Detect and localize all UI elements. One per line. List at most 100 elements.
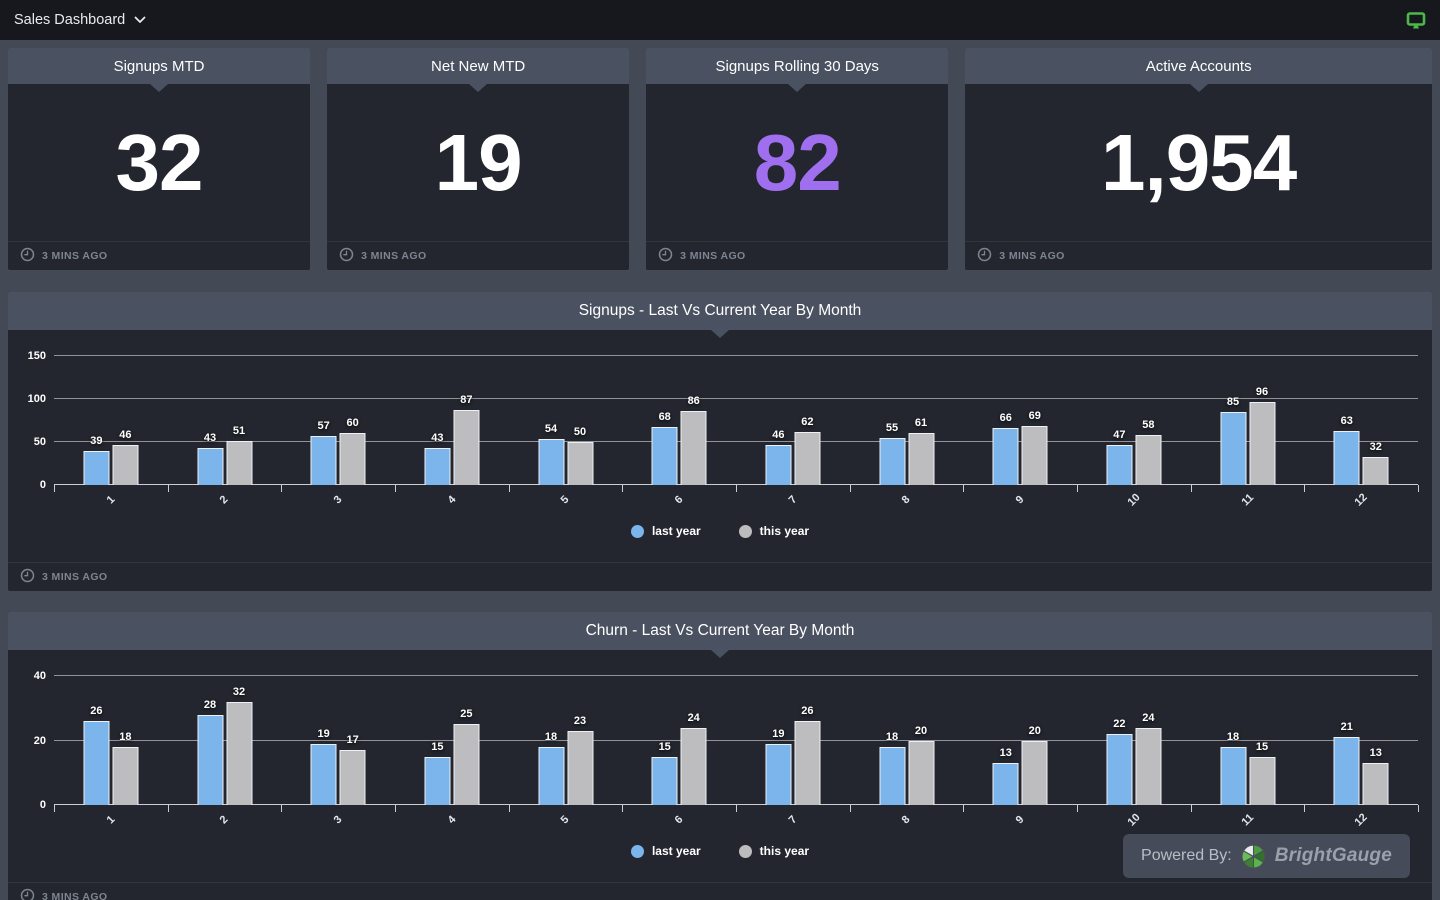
bar-this-year[interactable]: 87: [453, 394, 480, 485]
x-axis-label-cell: 8: [850, 485, 964, 517]
kpi-card-body: 1,954: [965, 84, 1432, 241]
bar-last-year[interactable]: 13: [992, 747, 1019, 805]
bar-value-label: 63: [1340, 414, 1353, 427]
bar-this-year[interactable]: 26: [794, 705, 821, 805]
bar-last-year[interactable]: 15: [424, 741, 451, 805]
bar-this-year[interactable]: 69: [1021, 410, 1048, 485]
bar-value-label: 17: [346, 734, 359, 747]
bar-this-year[interactable]: 23: [567, 715, 594, 805]
y-axis-label: 50: [33, 436, 46, 448]
gridline: [54, 675, 1418, 676]
bar-this-year[interactable]: 96: [1249, 386, 1276, 485]
x-axis-label-cell: 6: [622, 805, 736, 837]
x-axis-tick: [1304, 805, 1306, 812]
bar-group: 39 46: [54, 330, 168, 485]
bar-this-year[interactable]: 25: [453, 708, 480, 805]
bar-last-year[interactable]: 22: [1106, 718, 1133, 805]
bar-this-year[interactable]: 24: [680, 712, 707, 805]
bar-pair: 26 18: [83, 705, 139, 805]
x-axis-tick: [508, 805, 510, 812]
x-axis-label-cell: 11: [1191, 485, 1305, 517]
x-axis-tick: [1418, 485, 1419, 492]
legend-item-this-year[interactable]: this year: [738, 844, 809, 858]
bar-last-year[interactable]: 18: [1220, 731, 1247, 805]
bar-this-year[interactable]: 50: [567, 426, 594, 485]
bar-last-year[interactable]: 39: [83, 435, 110, 485]
bar-this-year[interactable]: 13: [1362, 747, 1389, 805]
bar-last-year[interactable]: 63: [1333, 415, 1360, 485]
x-axis-label-cell: 4: [395, 805, 509, 837]
bar-this-year[interactable]: 15: [1249, 741, 1276, 805]
kpi-card-title: Net New MTD: [327, 48, 630, 92]
legend-item-last-year[interactable]: last year: [630, 524, 701, 538]
bar-this-year[interactable]: 17: [339, 734, 366, 805]
bar-value-label: 18: [544, 730, 558, 743]
bar-last-year[interactable]: 47: [1106, 429, 1133, 485]
bar-this-year[interactable]: 61: [908, 417, 935, 485]
bar-last-year[interactable]: 54: [538, 423, 565, 485]
bar-this-year[interactable]: 32: [226, 686, 252, 805]
dashboard-title: Sales Dashboard: [14, 12, 126, 28]
x-axis-label-cell: 3: [281, 805, 395, 837]
y-axis-label: 0: [39, 799, 46, 811]
bar-this-year[interactable]: 86: [680, 395, 707, 485]
bar-this-year[interactable]: 62: [794, 416, 821, 485]
bar-this-year[interactable]: 32: [1362, 441, 1389, 485]
bar-last-year[interactable]: 68: [651, 411, 678, 485]
bar-value-label: 58: [1142, 419, 1155, 432]
x-axis-tick: [1190, 485, 1192, 492]
bar-last-year[interactable]: 66: [992, 412, 1019, 485]
gridline: [54, 484, 1418, 485]
bar-last-year[interactable]: 46: [765, 429, 792, 485]
bar-last-year[interactable]: 18: [538, 731, 565, 805]
bar-last-year[interactable]: 43: [197, 432, 223, 485]
bar-value-label: 15: [658, 740, 671, 753]
bar-last-year[interactable]: 26: [83, 705, 110, 805]
bar-last-year[interactable]: 43: [424, 432, 451, 485]
bar-pair: 19 17: [310, 728, 366, 805]
x-axis-tick: [963, 485, 965, 492]
legend-item-last-year[interactable]: last year: [630, 844, 701, 858]
bar-last-year[interactable]: 85: [1220, 396, 1247, 485]
bar-this-year[interactable]: 51: [226, 425, 252, 485]
chart-title: Signups - Last Vs Current Year By Month: [8, 292, 1432, 338]
bar-groups: 39 46 43 51 57 60 43 87 54 50 68 86 46 62 55 61 66 69 47 58…: [54, 330, 1418, 485]
legend-label: last year: [651, 524, 701, 538]
bar-last-year[interactable]: 55: [879, 422, 906, 485]
bar-this-year[interactable]: 24: [1135, 712, 1162, 805]
bar-this-year[interactable]: 20: [1021, 725, 1048, 805]
bar-pair: 68 86: [651, 395, 707, 485]
bar-value-label: 20: [914, 724, 928, 737]
plot-region: 0 20 40 26 18 28 32 19 17 15 25 18 23 15 24 19 26 18 20 13 2…: [34, 650, 1419, 812]
x-axis-tick: [1077, 485, 1078, 492]
bar-last-year[interactable]: 15: [651, 741, 678, 805]
x-axis-label: 8: [900, 493, 913, 507]
bar-last-year[interactable]: 18: [879, 731, 906, 805]
updated-label: 3 MINS AGO: [361, 250, 427, 262]
header-notch: [469, 84, 488, 92]
bar-last-year[interactable]: 57: [310, 420, 337, 485]
bar-this-year[interactable]: 18: [112, 731, 139, 805]
x-axis-label: 7: [786, 813, 800, 827]
bar-this-year[interactable]: 58: [1135, 419, 1162, 485]
x-axis-label: 5: [559, 813, 572, 827]
bar-last-year[interactable]: 28: [197, 699, 223, 805]
legend-item-this-year[interactable]: this year: [738, 524, 809, 538]
bar-group: 21 13: [1304, 650, 1418, 805]
bar-group: 19 26: [736, 650, 850, 805]
bar-pair: 18 20: [879, 725, 935, 805]
bar-this-year[interactable]: 60: [339, 417, 366, 485]
x-axis-label: 5: [559, 493, 572, 507]
bar-value-label: 46: [772, 429, 785, 442]
updated-footer: 3 MINS AGO: [646, 241, 949, 270]
bar-last-year[interactable]: 19: [310, 728, 337, 805]
dashboard-selector[interactable]: Sales Dashboard: [14, 12, 146, 28]
powered-by-badge[interactable]: Powered By: BrightGauge: [1123, 834, 1410, 878]
bar-this-year[interactable]: 46: [112, 429, 139, 485]
bar-last-year[interactable]: 19: [765, 728, 792, 805]
monitor-icon[interactable]: [1406, 11, 1426, 30]
x-axis-label: 12: [1352, 811, 1370, 829]
bar-last-year[interactable]: 21: [1333, 721, 1360, 805]
x-axis-label-cell: 4: [395, 485, 509, 517]
bar-this-year[interactable]: 20: [908, 725, 935, 805]
